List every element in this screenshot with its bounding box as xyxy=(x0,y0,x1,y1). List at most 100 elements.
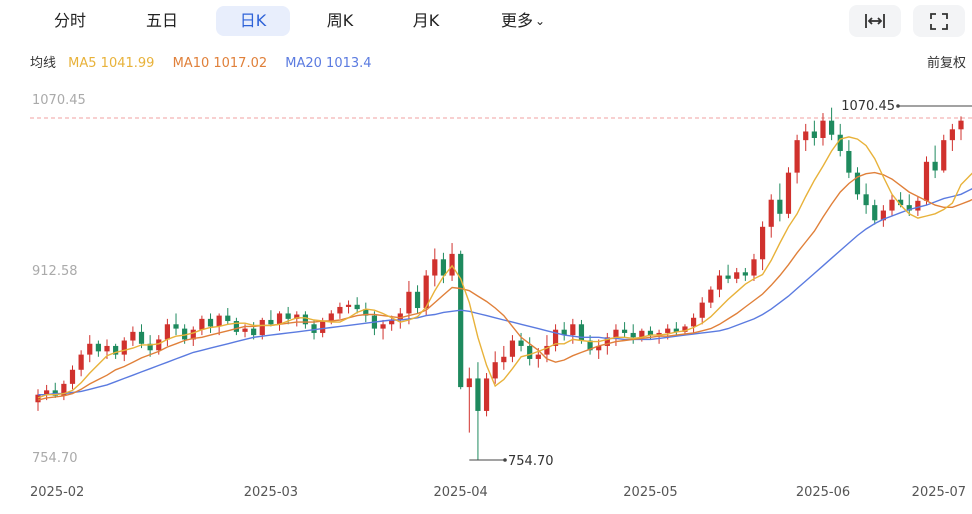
candle-body xyxy=(276,313,283,325)
candle-body xyxy=(233,321,240,332)
max-label: 1070.45 xyxy=(841,99,895,114)
tab-more-label: 更多 xyxy=(500,11,533,30)
candle-body xyxy=(923,161,930,201)
legend-ma5: MA5 1041.99 xyxy=(68,56,155,71)
fit-width-button[interactable] xyxy=(849,5,901,37)
x-tick-label: 2025-07 xyxy=(912,485,966,500)
min-label: 754.70 xyxy=(508,454,554,469)
candle-body xyxy=(621,329,628,333)
candle-body xyxy=(932,161,938,171)
candle-body xyxy=(690,317,697,327)
candle-body xyxy=(751,259,757,276)
candle-body xyxy=(87,343,93,355)
candle-body xyxy=(794,140,800,173)
candle-body xyxy=(596,345,602,351)
candle-body xyxy=(777,199,783,214)
candle-body xyxy=(829,120,835,135)
candle-body xyxy=(44,390,50,395)
y-tick-label: 912.58 xyxy=(32,264,78,279)
candle-body xyxy=(389,319,395,325)
candle-body xyxy=(552,329,559,346)
candle-body xyxy=(61,383,67,396)
y-tick-label: 1070.45 xyxy=(32,93,86,108)
candle-body xyxy=(216,315,222,327)
x-tick-label: 2025-06 xyxy=(796,485,850,500)
candle-body xyxy=(466,378,472,388)
candle-body xyxy=(734,272,740,279)
period-tabs: 分时 五日 日K 周K 月K 更多 ⌄ xyxy=(0,0,972,42)
candle-body xyxy=(561,329,567,336)
candle-body xyxy=(182,328,188,340)
candle-body xyxy=(320,321,326,333)
candle-body xyxy=(535,354,541,359)
ma-legend: 均线 MA5 1041.99 MA10 1017.02 MA20 1013.4 xyxy=(30,52,386,71)
candle-body xyxy=(397,313,403,320)
candle-body xyxy=(673,328,679,332)
candle-body xyxy=(406,291,412,314)
fullscreen-button[interactable] xyxy=(913,5,965,37)
candle-body xyxy=(156,339,162,351)
candle-body xyxy=(872,205,878,221)
x-tick-label: 2025-02 xyxy=(30,485,84,500)
legend-title: 均线 xyxy=(30,56,57,71)
tab-intraday[interactable]: 分时 xyxy=(53,11,86,30)
candle-body xyxy=(837,134,843,151)
candle-body xyxy=(207,318,214,327)
ma5-line xyxy=(37,136,972,399)
candle-body xyxy=(449,253,455,276)
candle-body xyxy=(880,210,886,221)
candle-body xyxy=(898,199,904,206)
candle-body xyxy=(328,313,334,322)
candle-body xyxy=(259,319,265,336)
ma20-line xyxy=(38,188,972,396)
candle-body xyxy=(570,324,576,336)
y-tick-label: 754.70 xyxy=(32,451,78,466)
candle-body xyxy=(518,340,524,346)
candle-body xyxy=(820,120,826,138)
max-pointer-dot xyxy=(896,104,900,108)
candle-body xyxy=(225,315,231,322)
candle-body xyxy=(647,330,654,336)
price-adjust-toggle[interactable]: 前复权 xyxy=(926,56,966,71)
tab-monthly-k[interactable]: 月K xyxy=(412,11,440,30)
candle-body xyxy=(147,343,153,351)
candle-body xyxy=(475,378,481,411)
candle-body xyxy=(699,302,705,318)
candle-body xyxy=(380,324,386,329)
candle-body xyxy=(501,356,507,363)
candle-body xyxy=(949,129,955,141)
legend-ma10: MA10 1017.02 xyxy=(172,56,268,71)
x-tick-label: 2025-04 xyxy=(434,485,488,500)
candle-body xyxy=(544,345,550,355)
candle-body xyxy=(811,131,817,138)
tab-five-day[interactable]: 五日 xyxy=(145,11,178,30)
tab-weekly-k[interactable]: 周K xyxy=(326,11,354,30)
candle-body xyxy=(251,328,257,336)
tab-daily-k[interactable]: 日K xyxy=(216,6,290,36)
candle-body xyxy=(138,331,145,344)
candle-body xyxy=(242,328,248,332)
candle-body xyxy=(190,329,196,340)
candle-body xyxy=(742,272,748,276)
candle-body xyxy=(35,394,41,403)
candle-body xyxy=(363,309,369,316)
min-pointer-dot xyxy=(503,458,507,462)
candle-body xyxy=(630,332,636,338)
candle-body xyxy=(345,304,352,307)
candle-body xyxy=(915,200,921,211)
fullscreen-icon xyxy=(930,13,948,30)
candle-body xyxy=(294,314,300,319)
candle-body xyxy=(173,324,179,329)
candle-body xyxy=(78,354,84,370)
candle-body xyxy=(708,289,714,303)
candle-body xyxy=(337,306,343,314)
candle-body xyxy=(509,340,516,357)
candle-body xyxy=(846,150,852,173)
candle-body xyxy=(889,199,895,211)
candle-body xyxy=(759,226,766,260)
candle-body xyxy=(492,362,498,379)
candle-body xyxy=(458,253,464,388)
candle-body xyxy=(587,340,593,351)
candle-body xyxy=(432,259,438,276)
tab-more[interactable]: 更多 ⌄ xyxy=(490,6,556,36)
